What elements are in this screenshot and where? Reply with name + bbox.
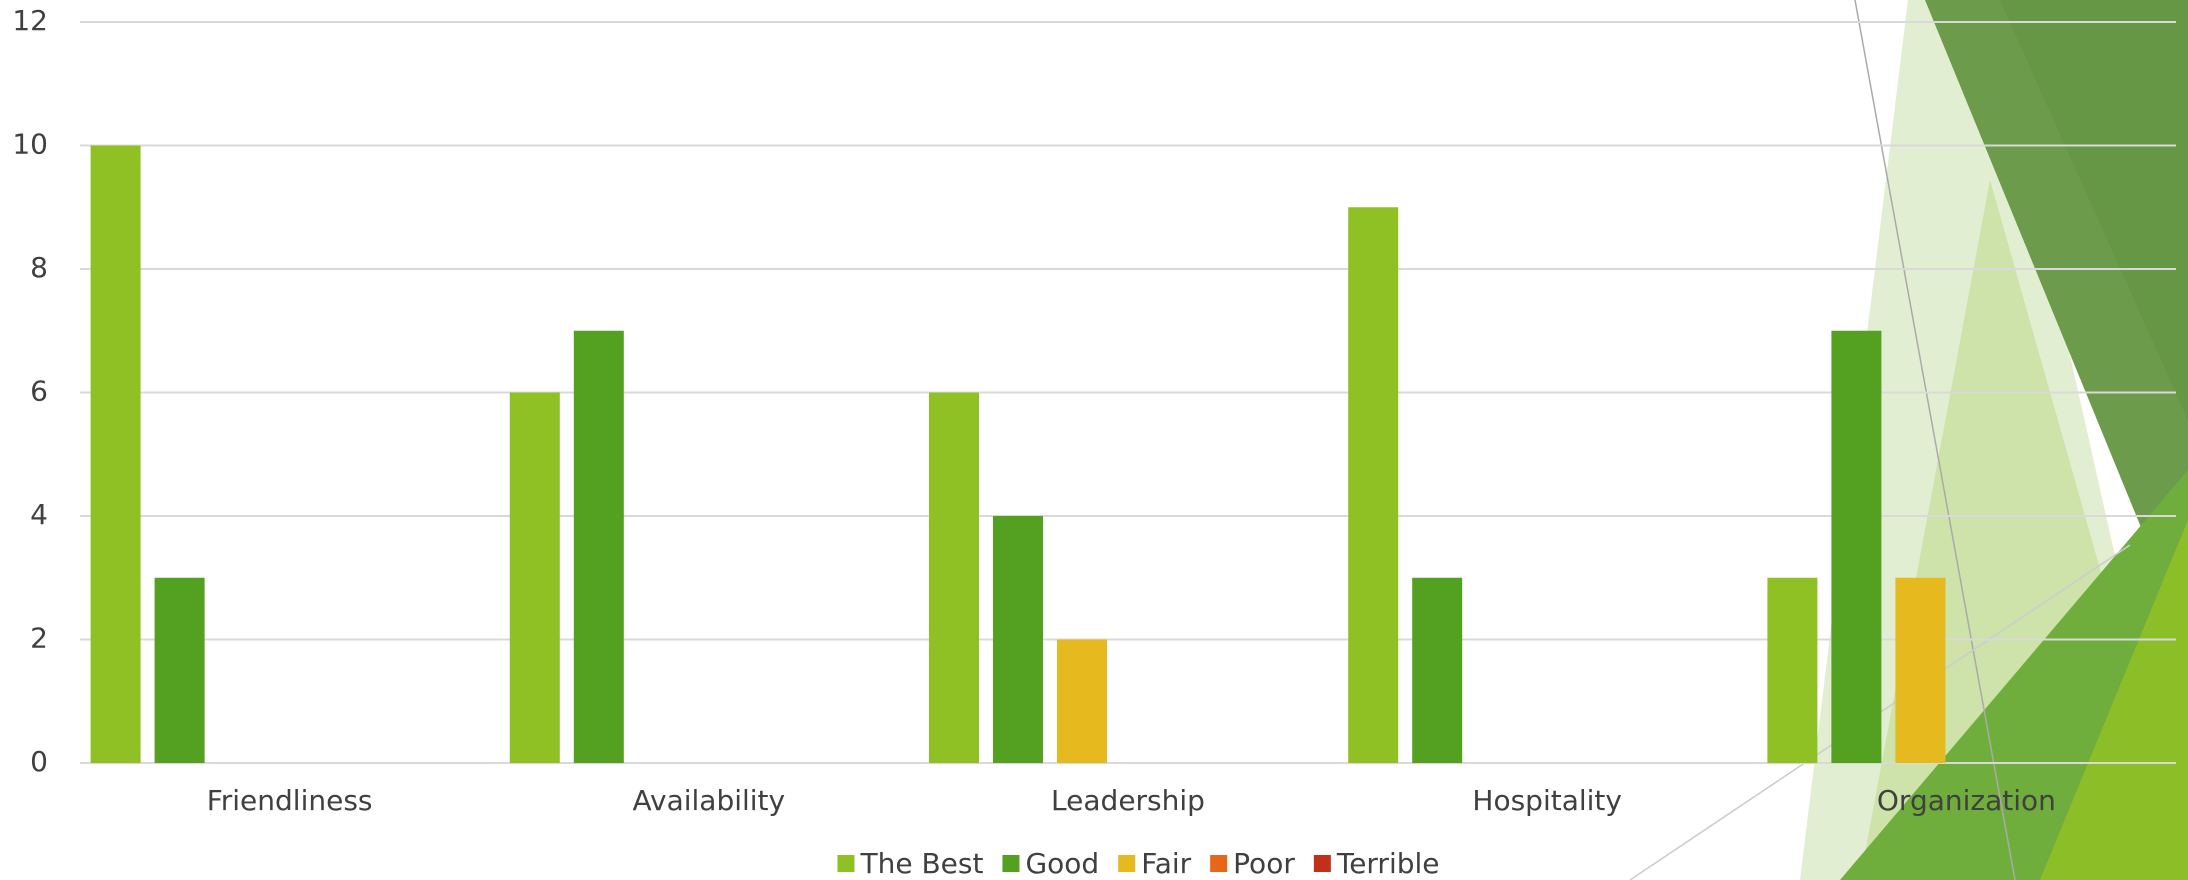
legend-label: Poor bbox=[1233, 847, 1295, 880]
legend-swatch bbox=[1210, 855, 1228, 872]
bar bbox=[1412, 577, 1463, 763]
bar bbox=[509, 392, 560, 763]
bar bbox=[1831, 330, 1882, 763]
x-tick-label: Hospitality bbox=[1472, 784, 1622, 817]
legend-label: The Best bbox=[859, 847, 983, 880]
x-tick-label: Leadership bbox=[1051, 784, 1205, 817]
legend-swatch bbox=[1313, 855, 1331, 872]
y-tick-label: 10 bbox=[12, 128, 48, 161]
legend-label: Fair bbox=[1141, 847, 1191, 880]
x-tick-label: Organization bbox=[1877, 784, 2056, 817]
bar bbox=[1767, 577, 1818, 763]
bar bbox=[1348, 207, 1399, 763]
bar bbox=[1057, 639, 1107, 763]
y-tick-label: 6 bbox=[30, 375, 48, 408]
y-tick-label: 2 bbox=[30, 622, 48, 655]
legend-swatch bbox=[837, 855, 855, 872]
bar bbox=[1895, 577, 1946, 763]
y-tick-label: 8 bbox=[30, 251, 48, 284]
bar bbox=[573, 330, 624, 763]
legend-swatch bbox=[1002, 855, 1020, 872]
x-tick-label: Friendliness bbox=[207, 784, 373, 817]
x-tick-label: Availability bbox=[632, 784, 785, 817]
legend-label: Good bbox=[1025, 847, 1099, 880]
bar bbox=[993, 516, 1043, 763]
y-tick-label: 4 bbox=[30, 498, 48, 531]
bar bbox=[929, 392, 979, 763]
bar bbox=[90, 145, 141, 763]
y-tick-label: 12 bbox=[12, 4, 48, 37]
legend-swatch bbox=[1118, 855, 1136, 872]
legend-label: Terrible bbox=[1336, 847, 1440, 880]
legend: The Best Good Fair Poor Terrible bbox=[837, 847, 1440, 880]
bar bbox=[154, 577, 205, 763]
y-tick-label: 0 bbox=[30, 745, 48, 778]
